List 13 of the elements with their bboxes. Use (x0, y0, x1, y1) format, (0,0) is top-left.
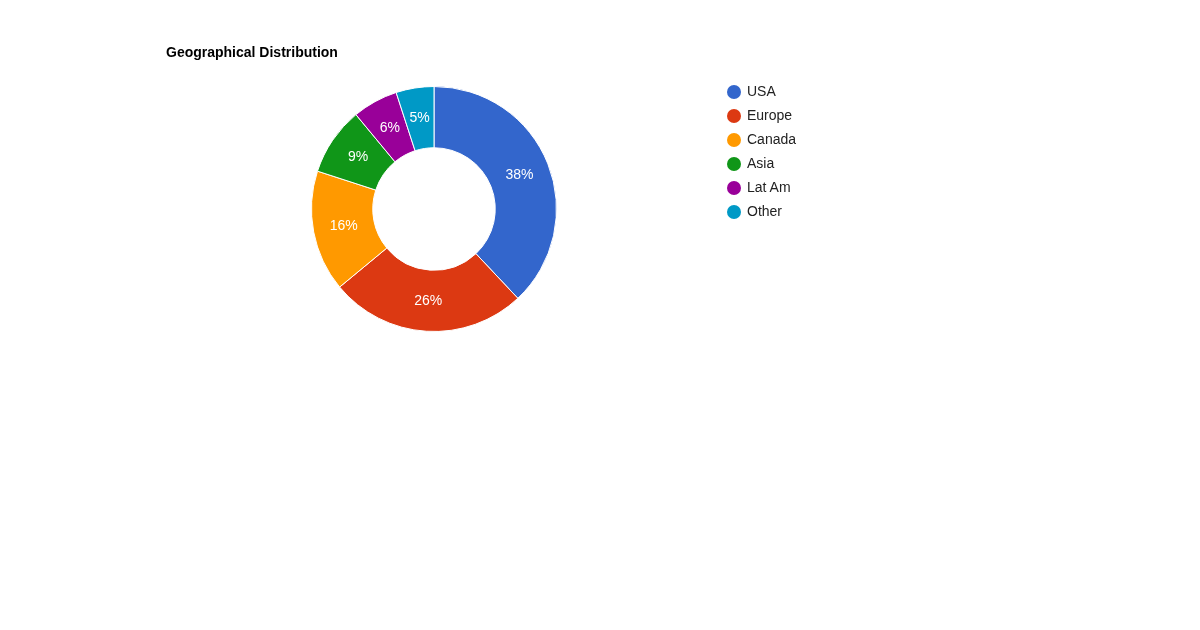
data-label: 38% (505, 166, 534, 183)
legend-label: USA (747, 82, 777, 99)
data-label: 9% (347, 148, 369, 165)
legend-label: Asia (747, 154, 775, 171)
chart-title: Geographical Distribution (166, 43, 338, 60)
legend-label: Other (747, 202, 783, 219)
data-label: 5% (409, 109, 430, 126)
legend-label: Europe (747, 106, 793, 123)
legend-label: Canada (747, 130, 797, 147)
data-label: 26% (414, 291, 443, 308)
legend-label: Lat Am (747, 178, 791, 195)
data-label: 6% (379, 119, 400, 136)
data-label: 16% (329, 217, 358, 234)
